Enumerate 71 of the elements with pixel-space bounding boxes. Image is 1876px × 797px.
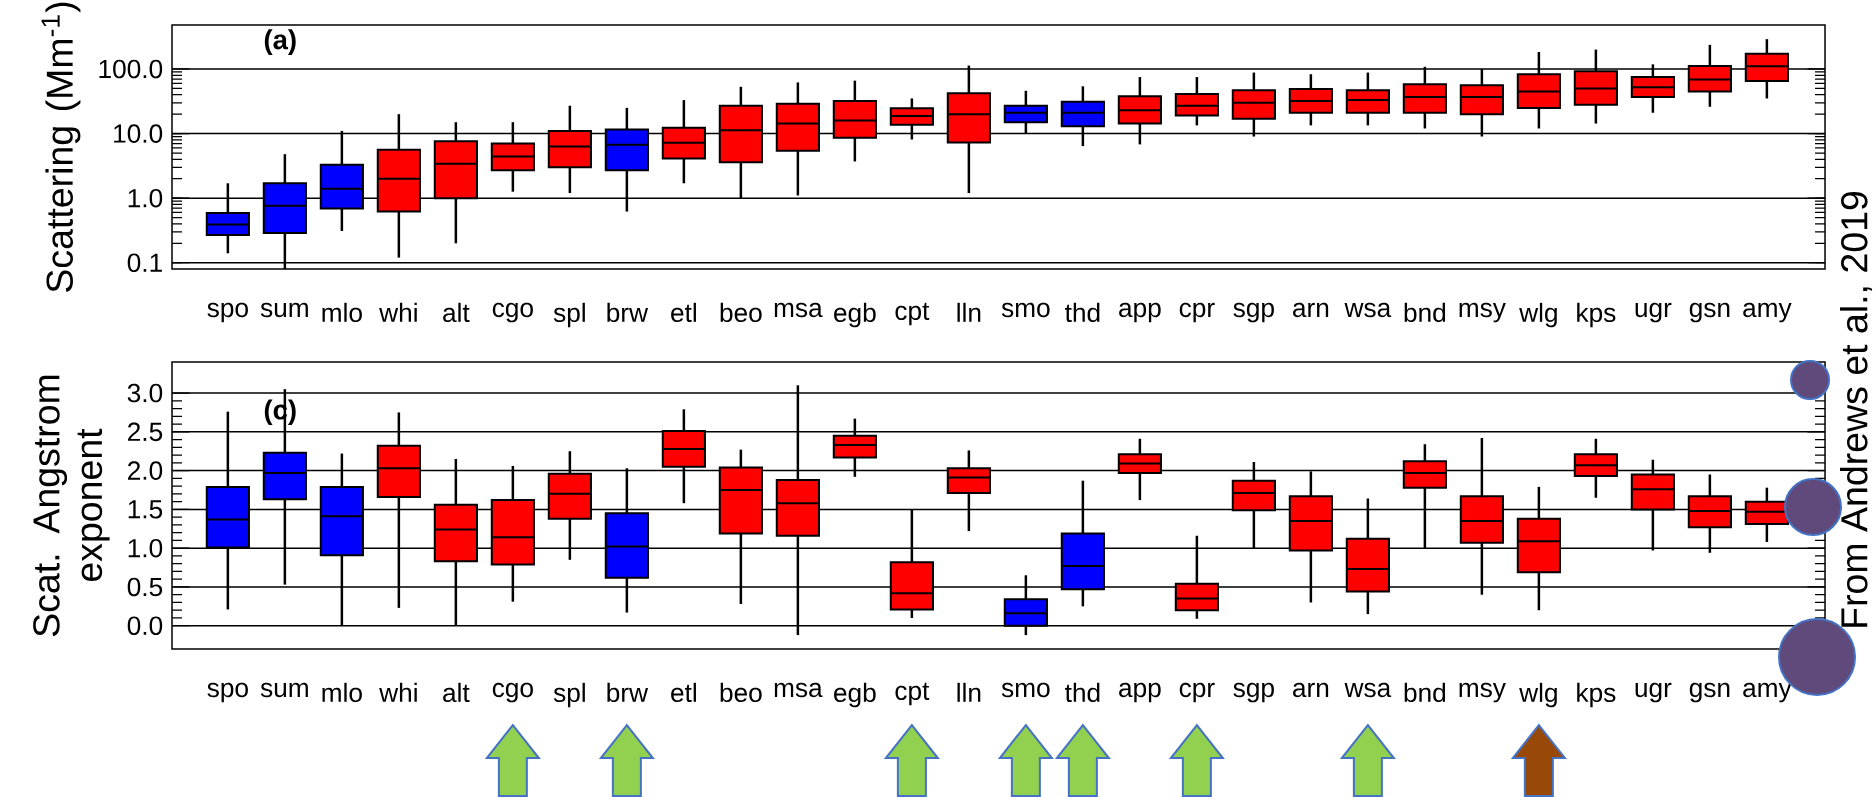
y-tick-label: 2.5: [128, 422, 163, 442]
x-tick-label: kps: [1577, 682, 1616, 708]
x-tick-label: cpt: [895, 302, 930, 326]
x-tick-label: msa: [774, 302, 823, 318]
annotation: (a): [264, 29, 296, 55]
x-tick-label: gsn: [1689, 302, 1730, 323]
y-tick-label: 1.5: [128, 500, 163, 519]
x-tick-label: sum: [260, 682, 308, 698]
x-tick-label: cgo: [492, 682, 533, 703]
x-tick-label: whi: [379, 682, 417, 702]
x-tick-label: egb: [834, 302, 876, 328]
x-tick-label: thd: [1065, 682, 1100, 703]
x-tick-label: smo: [1001, 302, 1050, 318]
x-tick-label: spo: [207, 302, 248, 323]
x-tick-label: thd: [1065, 302, 1100, 323]
x-tick-label: sum: [260, 302, 308, 318]
x-tick-label: app: [1119, 302, 1161, 323]
y-axis-title: Scat. Angstrom exponent: [33, 375, 110, 637]
x-tick-label: wlg: [1519, 302, 1557, 328]
y-tick-label: 100.0: [99, 59, 163, 79]
x-tick-label: smo: [1001, 682, 1050, 698]
x-tick-label: cpr: [1179, 682, 1215, 703]
y-tick-label: 1.0: [128, 188, 163, 208]
x-tick-label: beo: [720, 682, 762, 703]
x-tick-label: app: [1119, 682, 1161, 703]
x-tick-label: etl: [671, 682, 696, 703]
y-tick-label: 10.0: [114, 124, 163, 143]
x-tick-label: wsa: [1344, 682, 1392, 698]
y-tick-label: 0.0: [127, 616, 163, 636]
y-tick-label: 2.0: [128, 461, 163, 480]
x-tick-label: brw: [607, 302, 649, 323]
x-tick-label: ugr: [1635, 682, 1672, 703]
x-tick-label: amy: [1743, 682, 1792, 703]
x-tick-label: wlg: [1519, 682, 1557, 708]
y-tick-label: 3.0: [127, 383, 163, 403]
x-tick-label: sgp: [1233, 682, 1274, 703]
x-tick-label: bnd: [1404, 682, 1446, 703]
x-tick-label: mlo: [322, 302, 362, 323]
x-tick-label: brw: [607, 682, 649, 703]
x-tick-label: alt: [443, 682, 470, 703]
x-tick-label: gsn: [1689, 682, 1730, 703]
x-tick-label: msa: [774, 682, 823, 698]
x-tick-label: spl: [553, 682, 585, 708]
x-tick-label: lln: [957, 682, 981, 702]
x-tick-label: spo: [207, 682, 248, 703]
y-tick-label: 1.0: [128, 538, 163, 558]
x-tick-label: wsa: [1344, 302, 1392, 318]
y-tick-label: 0.5: [127, 577, 163, 597]
x-tick-label: alt: [443, 302, 470, 323]
x-tick-label: msy: [1459, 302, 1506, 323]
x-tick-label: beo: [720, 302, 762, 323]
x-tick-label: cpt: [895, 682, 930, 706]
x-tick-label: mlo: [322, 682, 362, 703]
text: From Andrews et al., 2019: [1840, 191, 1873, 627]
x-tick-label: egb: [834, 682, 876, 708]
x-tick-label: msy: [1459, 682, 1506, 703]
x-tick-label: bnd: [1404, 302, 1446, 323]
y-axis-title: Scattering (Mm$^{-1}$): [41, 2, 81, 292]
x-tick-label: cpr: [1179, 302, 1215, 323]
x-tick-label: kps: [1577, 302, 1616, 328]
x-tick-label: etl: [671, 302, 696, 323]
x-tick-label: whi: [379, 302, 417, 322]
x-tick-label: lln: [957, 302, 981, 322]
x-tick-label: arn: [1293, 682, 1329, 698]
x-tick-label: spl: [553, 302, 585, 328]
x-tick-label: cgo: [492, 302, 533, 323]
x-tick-label: sgp: [1233, 302, 1274, 323]
x-tick-label: arn: [1293, 302, 1329, 318]
y-tick-label: 0.1: [127, 253, 162, 273]
x-tick-label: ugr: [1635, 302, 1672, 323]
x-tick-label: amy: [1743, 302, 1792, 323]
